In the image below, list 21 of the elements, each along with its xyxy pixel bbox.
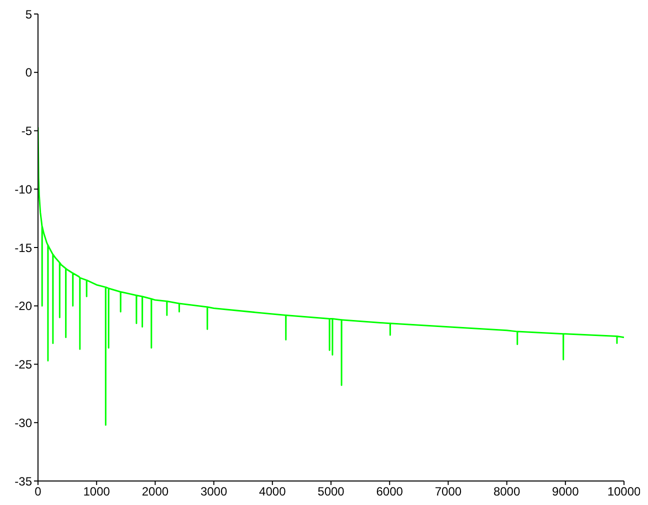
- x-tick-label: 10000: [607, 484, 642, 499]
- x-tick-label: 9000: [552, 484, 580, 499]
- y-tick-label: -25: [14, 358, 32, 372]
- x-tick-label: 6000: [376, 484, 404, 499]
- y-tick-label: -30: [14, 416, 32, 430]
- x-tick-label: 4000: [259, 484, 286, 499]
- y-tick-label: -35: [14, 474, 32, 488]
- line-series: [38, 126, 624, 426]
- y-tick-label: 0: [25, 66, 32, 80]
- y-tick-label: -20: [14, 299, 32, 314]
- y-tick-label: -5: [21, 124, 32, 138]
- x-tick-label: 0: [34, 484, 42, 499]
- y-tick-label: 5: [25, 7, 32, 22]
- x-tick-label: 2000: [142, 484, 169, 499]
- x-tick-label: 7000: [434, 484, 462, 499]
- x-tick-label: 5000: [318, 484, 345, 499]
- y-tick-label: -10: [14, 182, 32, 196]
- x-tick-label: 8000: [493, 484, 520, 499]
- x-tick-label: 3000: [200, 484, 228, 499]
- x-tick-label: 1000: [83, 484, 110, 499]
- y-tick-label: -15: [14, 240, 32, 255]
